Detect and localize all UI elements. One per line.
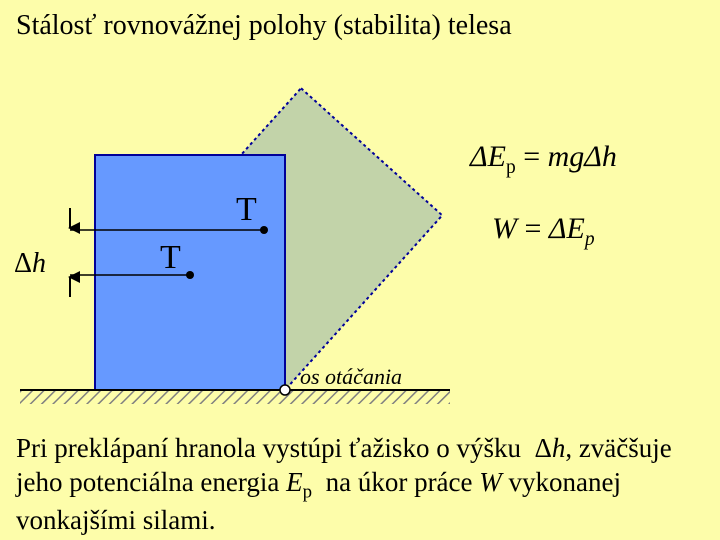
explanation-paragraph: Pri preklápaní hranola vystúpi ťažisko o…	[16, 432, 704, 538]
delta-h-label: Δh	[14, 248, 46, 280]
pivot-marker	[280, 385, 290, 395]
center-t1-dot	[186, 271, 194, 279]
ground-hatch	[20, 390, 450, 404]
slide-title: Stálosť rovnovážnej polohy (stabilita) t…	[16, 10, 512, 42]
axis-label: os otáčania	[300, 364, 402, 389]
label-t1: T	[160, 239, 181, 276]
label-t2: T	[236, 191, 257, 228]
equation-work: W = ΔEp	[492, 212, 595, 251]
stability-diagram: T T os otáčania	[0, 60, 470, 430]
equation-delta-ep: ΔEp = mgΔh	[470, 140, 617, 179]
center-t2-dot	[260, 226, 268, 234]
